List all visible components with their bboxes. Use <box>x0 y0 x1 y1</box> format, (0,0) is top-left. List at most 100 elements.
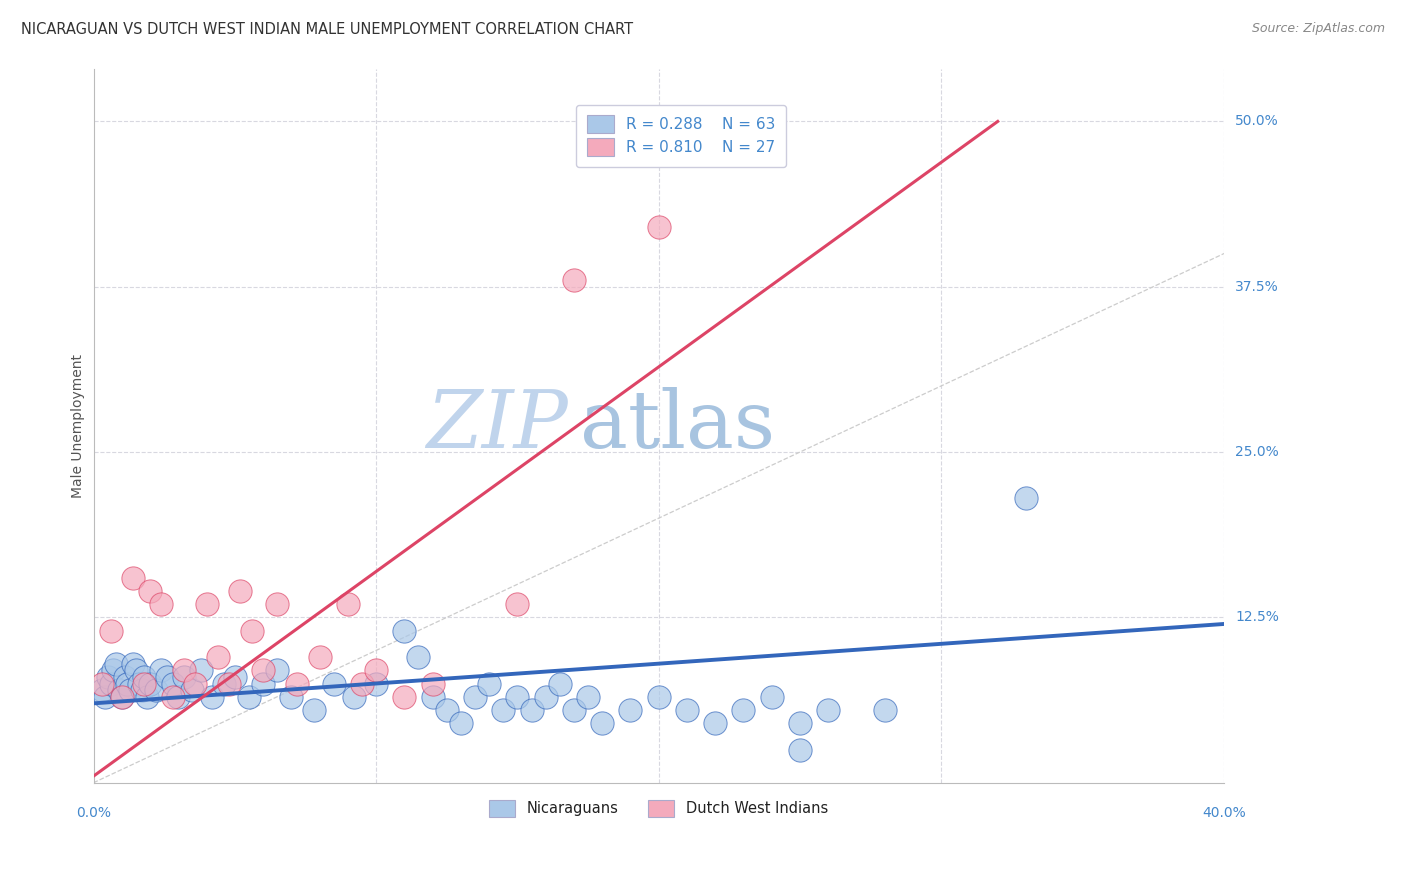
Point <box>201 690 224 704</box>
Point <box>873 703 896 717</box>
Point <box>308 650 330 665</box>
Point <box>173 663 195 677</box>
Text: 0.0%: 0.0% <box>76 806 111 821</box>
Point <box>647 220 669 235</box>
Point <box>207 650 229 665</box>
Point <box>150 663 173 677</box>
Text: 40.0%: 40.0% <box>1202 806 1246 821</box>
Point <box>91 676 114 690</box>
Point <box>134 670 156 684</box>
Text: 37.5%: 37.5% <box>1234 280 1279 293</box>
Point <box>94 690 117 704</box>
Point <box>167 690 190 704</box>
Point <box>619 703 641 717</box>
Point <box>91 683 114 698</box>
Point <box>195 597 218 611</box>
Point <box>506 597 529 611</box>
Point <box>302 703 325 717</box>
Point <box>761 690 783 704</box>
Point <box>100 624 122 638</box>
Point <box>336 597 359 611</box>
Point <box>422 690 444 704</box>
Point <box>817 703 839 717</box>
Point <box>181 683 204 698</box>
Point <box>789 716 811 731</box>
Point <box>229 583 252 598</box>
Point <box>108 683 131 698</box>
Point <box>252 663 274 677</box>
Point <box>534 690 557 704</box>
Point <box>789 742 811 756</box>
Text: NICARAGUAN VS DUTCH WEST INDIAN MALE UNEMPLOYMENT CORRELATION CHART: NICARAGUAN VS DUTCH WEST INDIAN MALE UNE… <box>21 22 633 37</box>
Text: atlas: atlas <box>579 386 775 465</box>
Point <box>342 690 364 704</box>
Point <box>350 676 373 690</box>
Point <box>156 670 179 684</box>
Point <box>576 690 599 704</box>
Point <box>134 676 156 690</box>
Point <box>506 690 529 704</box>
Point <box>111 690 134 704</box>
Text: 50.0%: 50.0% <box>1234 114 1279 128</box>
Point <box>478 676 501 690</box>
Point <box>103 663 125 677</box>
Point <box>97 670 120 684</box>
Point <box>111 690 134 704</box>
Point <box>125 663 148 677</box>
Point <box>139 583 162 598</box>
Point <box>436 703 458 717</box>
Point <box>394 624 416 638</box>
Point <box>366 676 388 690</box>
Point <box>562 703 585 717</box>
Point <box>117 676 139 690</box>
Text: 12.5%: 12.5% <box>1234 610 1279 624</box>
Point <box>139 676 162 690</box>
Point <box>240 624 263 638</box>
Point <box>492 703 515 717</box>
Point <box>450 716 472 731</box>
Point <box>520 703 543 717</box>
Point <box>733 703 755 717</box>
Point <box>120 683 142 698</box>
Point <box>266 663 288 677</box>
Point <box>422 676 444 690</box>
Point <box>122 571 145 585</box>
Legend: Nicaraguans, Dutch West Indians: Nicaraguans, Dutch West Indians <box>481 791 837 825</box>
Point <box>114 670 136 684</box>
Point <box>1015 491 1038 506</box>
Point <box>408 650 430 665</box>
Point <box>162 690 184 704</box>
Point <box>647 690 669 704</box>
Point <box>548 676 571 690</box>
Y-axis label: Male Unemployment: Male Unemployment <box>72 353 86 498</box>
Text: ZIP: ZIP <box>426 387 568 465</box>
Point <box>366 663 388 677</box>
Point <box>285 676 308 690</box>
Point <box>676 703 699 717</box>
Point <box>100 676 122 690</box>
Point <box>252 676 274 690</box>
Point <box>704 716 727 731</box>
Point <box>464 690 486 704</box>
Point <box>128 676 150 690</box>
Point <box>394 690 416 704</box>
Point <box>224 670 246 684</box>
Point <box>150 597 173 611</box>
Point <box>266 597 288 611</box>
Point <box>145 683 167 698</box>
Point <box>136 690 159 704</box>
Point <box>591 716 613 731</box>
Point <box>162 676 184 690</box>
Point <box>322 676 344 690</box>
Point <box>131 683 153 698</box>
Point <box>218 676 240 690</box>
Point <box>238 690 260 704</box>
Point <box>190 663 212 677</box>
Point <box>122 657 145 671</box>
Point <box>280 690 302 704</box>
Point <box>212 676 235 690</box>
Text: 25.0%: 25.0% <box>1234 445 1279 459</box>
Text: Source: ZipAtlas.com: Source: ZipAtlas.com <box>1251 22 1385 36</box>
Point <box>184 676 207 690</box>
Point <box>105 657 128 671</box>
